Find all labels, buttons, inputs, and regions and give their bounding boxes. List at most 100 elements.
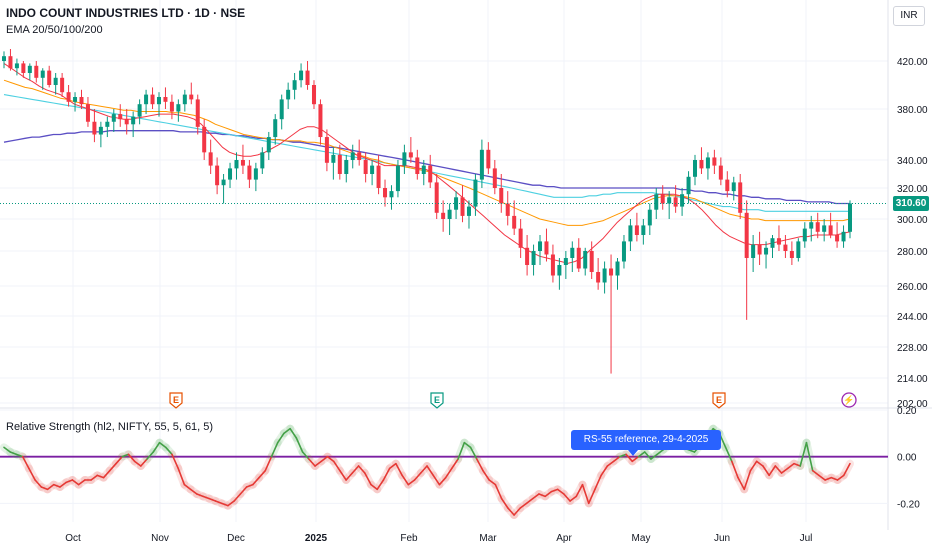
rs-segment bbox=[724, 446, 733, 463]
candle bbox=[370, 160, 375, 186]
candle-body bbox=[292, 80, 297, 90]
candle bbox=[428, 154, 433, 188]
candle-body bbox=[764, 247, 769, 255]
candle bbox=[273, 114, 278, 145]
price-tick-label: 420.00 bbox=[897, 57, 928, 68]
candle bbox=[415, 149, 420, 180]
rs-segment bbox=[643, 451, 652, 460]
candle bbox=[318, 99, 323, 145]
rs-segment bbox=[531, 493, 540, 500]
rs-segment bbox=[59, 481, 68, 488]
ema-legend[interactable]: EMA 20/50/100/200 bbox=[6, 24, 103, 36]
candle-body bbox=[344, 160, 349, 174]
rs-segment bbox=[587, 488, 596, 505]
candle-body bbox=[776, 238, 781, 245]
candle bbox=[60, 73, 65, 97]
candle-body bbox=[221, 179, 226, 186]
candle-body bbox=[686, 176, 691, 195]
candle bbox=[731, 176, 736, 201]
rs-segment bbox=[3, 446, 12, 453]
candle-body bbox=[240, 160, 245, 166]
currency-button[interactable]: INR bbox=[893, 6, 925, 26]
rs-segment bbox=[413, 472, 422, 481]
candle bbox=[408, 137, 413, 163]
candle-body bbox=[299, 70, 304, 81]
candle-body bbox=[434, 182, 439, 213]
candle-body bbox=[228, 168, 233, 180]
candle bbox=[137, 99, 142, 125]
rs-segment bbox=[444, 467, 453, 479]
candle-body bbox=[421, 165, 426, 174]
candle-body bbox=[176, 104, 181, 112]
candle bbox=[596, 258, 601, 290]
candle-body bbox=[835, 235, 840, 242]
candle bbox=[14, 58, 19, 76]
price-tick-label: 300.00 bbox=[897, 215, 928, 226]
candle bbox=[744, 200, 749, 320]
candle-body bbox=[144, 94, 149, 105]
candle bbox=[421, 160, 426, 186]
candle bbox=[712, 149, 717, 174]
candle-body bbox=[621, 241, 626, 262]
rs-segment bbox=[189, 488, 198, 495]
candle-body bbox=[137, 104, 142, 117]
candle-body bbox=[215, 165, 220, 186]
candle-body bbox=[195, 99, 200, 127]
candle bbox=[479, 139, 484, 188]
candle bbox=[757, 231, 762, 265]
rs-segment bbox=[370, 483, 379, 491]
rs-segment bbox=[743, 469, 752, 491]
candle bbox=[583, 247, 588, 276]
candle-body bbox=[383, 188, 388, 198]
candle-body bbox=[570, 247, 575, 258]
candle-body bbox=[641, 225, 646, 235]
price-tick-label: 214.00 bbox=[897, 374, 928, 385]
rs-segment bbox=[289, 427, 298, 439]
candle-body bbox=[150, 94, 155, 105]
candle bbox=[525, 235, 530, 276]
candle-body bbox=[628, 225, 633, 242]
candle-body bbox=[654, 194, 659, 210]
rs-segment bbox=[774, 465, 783, 474]
indicator-tick-label: 0.20 bbox=[897, 406, 917, 417]
candle-body bbox=[415, 157, 420, 174]
x-axis-label: Oct bbox=[65, 533, 81, 544]
candle-body bbox=[124, 119, 129, 125]
candle-body bbox=[744, 212, 749, 258]
rs-segment bbox=[475, 458, 484, 472]
rs-segment bbox=[830, 476, 839, 481]
candle bbox=[253, 162, 258, 192]
rs-segment bbox=[220, 502, 229, 507]
indicator-title[interactable]: Relative Strength (hl2, NIFTY, 55, 5, 61… bbox=[6, 421, 214, 433]
candle bbox=[576, 238, 581, 272]
rs-segment bbox=[569, 495, 578, 502]
candle-body bbox=[389, 191, 394, 198]
candle bbox=[8, 49, 13, 71]
candle-body bbox=[66, 92, 71, 102]
candle bbox=[279, 94, 284, 130]
rs-segment bbox=[457, 441, 466, 460]
rs-segment bbox=[133, 460, 142, 467]
candle bbox=[802, 222, 807, 248]
candle-body bbox=[660, 194, 665, 204]
candle-body bbox=[512, 215, 517, 229]
rs-segment bbox=[252, 476, 260, 486]
candle-body bbox=[169, 101, 174, 112]
candle-body bbox=[673, 197, 678, 207]
rs-segment bbox=[799, 441, 808, 467]
price-tick-label: 260.00 bbox=[897, 282, 928, 293]
candle-body bbox=[234, 160, 239, 169]
candle bbox=[822, 219, 827, 242]
rs-segment bbox=[606, 460, 615, 467]
event-marker-earnings: E bbox=[712, 392, 726, 409]
candle-body bbox=[447, 209, 452, 219]
rs-segment bbox=[270, 441, 279, 458]
event-label: E bbox=[434, 395, 440, 405]
candle bbox=[111, 109, 116, 132]
candle bbox=[73, 92, 78, 112]
candle bbox=[705, 152, 710, 180]
rs-segment bbox=[494, 483, 503, 500]
candle-body bbox=[14, 63, 19, 69]
candle-body bbox=[589, 251, 594, 272]
